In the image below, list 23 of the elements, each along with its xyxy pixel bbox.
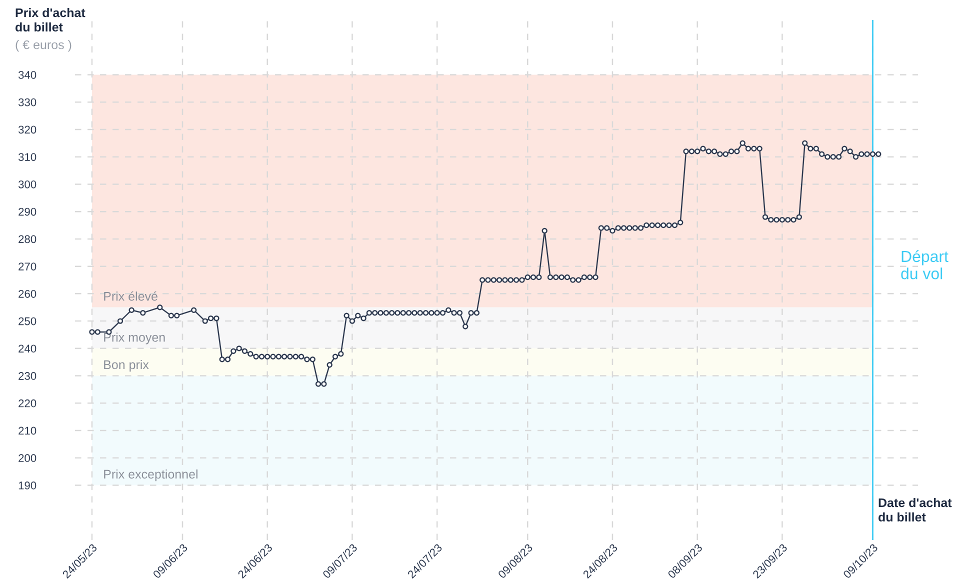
text: ( € euros ): [16, 40, 72, 52]
y-tick-label: 310: [18, 153, 36, 161]
y-tick-label: 230: [18, 372, 36, 380]
y-tick-label: 300: [18, 180, 36, 188]
y-tick-label: 200: [18, 454, 36, 462]
x-axis-title: Date d'achat du billet: [878, 498, 952, 522]
y-tick-label: 320: [18, 126, 36, 134]
y-tick-label: 210: [18, 426, 36, 435]
y-tick-label: 270: [18, 262, 36, 270]
ref-line-label: Départ du vol: [901, 250, 948, 280]
y-tick-label: 290: [18, 208, 36, 216]
y-tick-label: 190: [18, 482, 36, 490]
y-tick-label: 260: [18, 290, 36, 298]
y-tick-label: 250: [18, 317, 36, 326]
y-tick-label: 220: [18, 399, 36, 408]
band-label: Prix exceptionnel: [104, 469, 198, 482]
band-label: Bon prix: [104, 360, 149, 372]
y-axis-title: Prix d'achat du billet: [16, 8, 86, 32]
y-tick-label: 330: [18, 98, 36, 106]
y-tick-label: 240: [18, 344, 36, 353]
band-label: Prix élevé: [104, 291, 158, 301]
y-tick-label: 340: [18, 71, 36, 79]
y-tick-label: 280: [18, 235, 36, 244]
